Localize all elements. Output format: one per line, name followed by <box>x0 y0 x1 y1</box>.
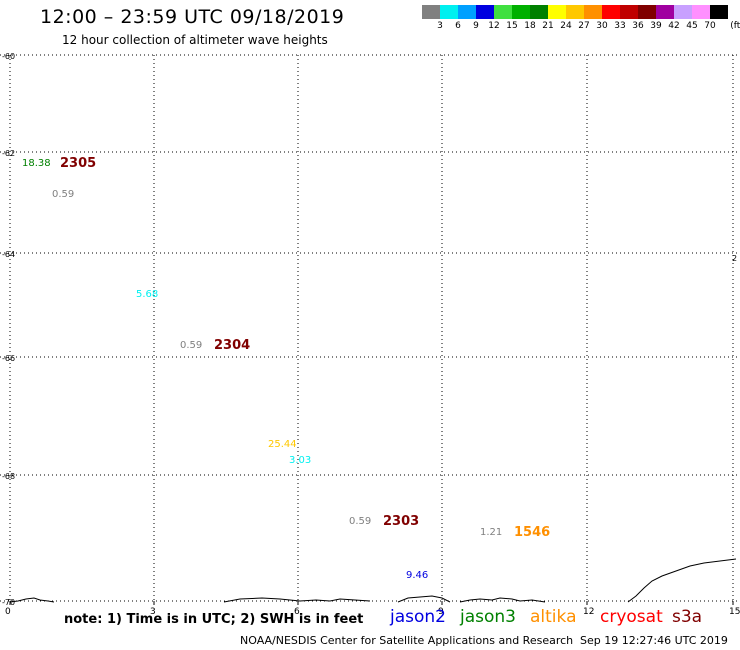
legend-bin-label: 39 <box>650 21 662 31</box>
legend-swatch <box>530 5 548 19</box>
legend-swatch <box>548 5 566 19</box>
legend-swatch <box>584 5 602 19</box>
lon-tick-label: 0 <box>5 607 11 617</box>
legend-swatch <box>710 5 728 19</box>
legend-bin-label: 70 <box>704 21 716 31</box>
right-edge-label: 2 <box>732 254 737 263</box>
coastline-segment-east <box>627 558 737 603</box>
legend-swatch <box>458 5 476 19</box>
legend-bin-label: 24 <box>560 21 572 31</box>
credit-line: NOAA/NESDIS Center for Satellite Applica… <box>240 634 574 647</box>
generated-timestamp: Sep 19 12:27:46 UTC 2019 <box>580 634 728 647</box>
legend-swatch <box>494 5 512 19</box>
cycle-number-label: 2305 <box>60 156 96 171</box>
lon-tick-label: 3 <box>150 607 156 617</box>
lon-tick-label: 9 <box>438 607 444 617</box>
legend-bin-label: 15 <box>506 21 518 31</box>
legend-swatch <box>422 5 440 19</box>
lat-tick-label: -62 <box>2 149 15 158</box>
lon-tick-label: 6 <box>294 607 300 617</box>
wave-height-label: 5.68 <box>136 289 158 300</box>
coastline-segment-left <box>9 597 55 603</box>
lat-tick-label: -64 <box>2 250 15 259</box>
map-subtitle: 12 hour collection of altimeter wave hei… <box>62 33 328 47</box>
graticule-grid <box>0 54 740 602</box>
lat-tick-label: -60 <box>2 52 15 61</box>
wave-height-label: 25.44 <box>268 439 297 450</box>
satellite-cryosat: cryosat <box>600 607 663 627</box>
cycle-number-label: 1546 <box>514 525 550 540</box>
legend-bin-label: 9 <box>473 21 479 31</box>
antarctic-coastline <box>9 558 737 603</box>
coastline-segment-right <box>397 595 546 603</box>
legend-bin-label: 27 <box>578 21 590 31</box>
legend-swatch <box>656 5 674 19</box>
legend-swatch <box>476 5 494 19</box>
cycle-number-label: 2304 <box>214 338 250 353</box>
color-scale-legend <box>422 5 728 19</box>
satellite-s3a: s3a <box>672 607 703 627</box>
wave-height-label: 9.46 <box>406 570 428 581</box>
legend-bin-label: 18 <box>524 21 536 31</box>
legend-bin-label: 12 <box>488 21 500 31</box>
lat-tick-label: -68 <box>2 472 15 481</box>
units-note: note: 1) Time is in UTC; 2) SWH is in fe… <box>64 612 364 627</box>
satellite-jason2: jason2 <box>390 607 446 627</box>
legend-swatch <box>602 5 620 19</box>
legend-unit: (ft) <box>730 21 740 31</box>
lat-tick-label: -66 <box>2 354 15 363</box>
map-title: 12:00 – 23:59 UTC 09/18/2019 <box>40 6 345 28</box>
legend-bin-label: 6 <box>455 21 461 31</box>
wave-height-label: 18.38 <box>22 158 51 169</box>
legend-swatch <box>620 5 638 19</box>
legend-bin-label: 36 <box>632 21 644 31</box>
legend-bin-label: 21 <box>542 21 554 31</box>
satellite-jason3: jason3 <box>460 607 516 627</box>
legend-swatch <box>674 5 692 19</box>
legend-swatch <box>440 5 458 19</box>
lon-tick-label: 15 <box>729 607 740 617</box>
wave-height-observations: 18.38 2305 0.59 5.68 0.59 2304 25.44 3.03 0.59 23… <box>22 156 550 581</box>
wave-height-label: 0.59 <box>52 189 74 200</box>
legend-swatch <box>692 5 710 19</box>
legend-bin-label: 3 <box>437 21 443 31</box>
wave-height-label: 3.03 <box>289 455 311 466</box>
legend-swatch <box>512 5 530 19</box>
wave-height-label: 1.21 <box>480 527 502 538</box>
legend-swatch <box>566 5 584 19</box>
lat-tick-label: -70 <box>2 598 15 607</box>
legend-swatch <box>638 5 656 19</box>
cycle-number-label: 2303 <box>383 514 419 529</box>
legend-bin-label: 30 <box>596 21 608 31</box>
legend-bin-label: 33 <box>614 21 626 31</box>
lon-tick-label: 12 <box>583 607 594 617</box>
coastline-segment-mid <box>223 597 371 603</box>
legend-bin-label: 45 <box>686 21 698 31</box>
legend-bin-label: 42 <box>668 21 680 31</box>
satellite-altika: altika <box>530 607 577 627</box>
wave-height-label: 0.59 <box>349 516 371 527</box>
wave-height-label: 0.59 <box>180 340 202 351</box>
